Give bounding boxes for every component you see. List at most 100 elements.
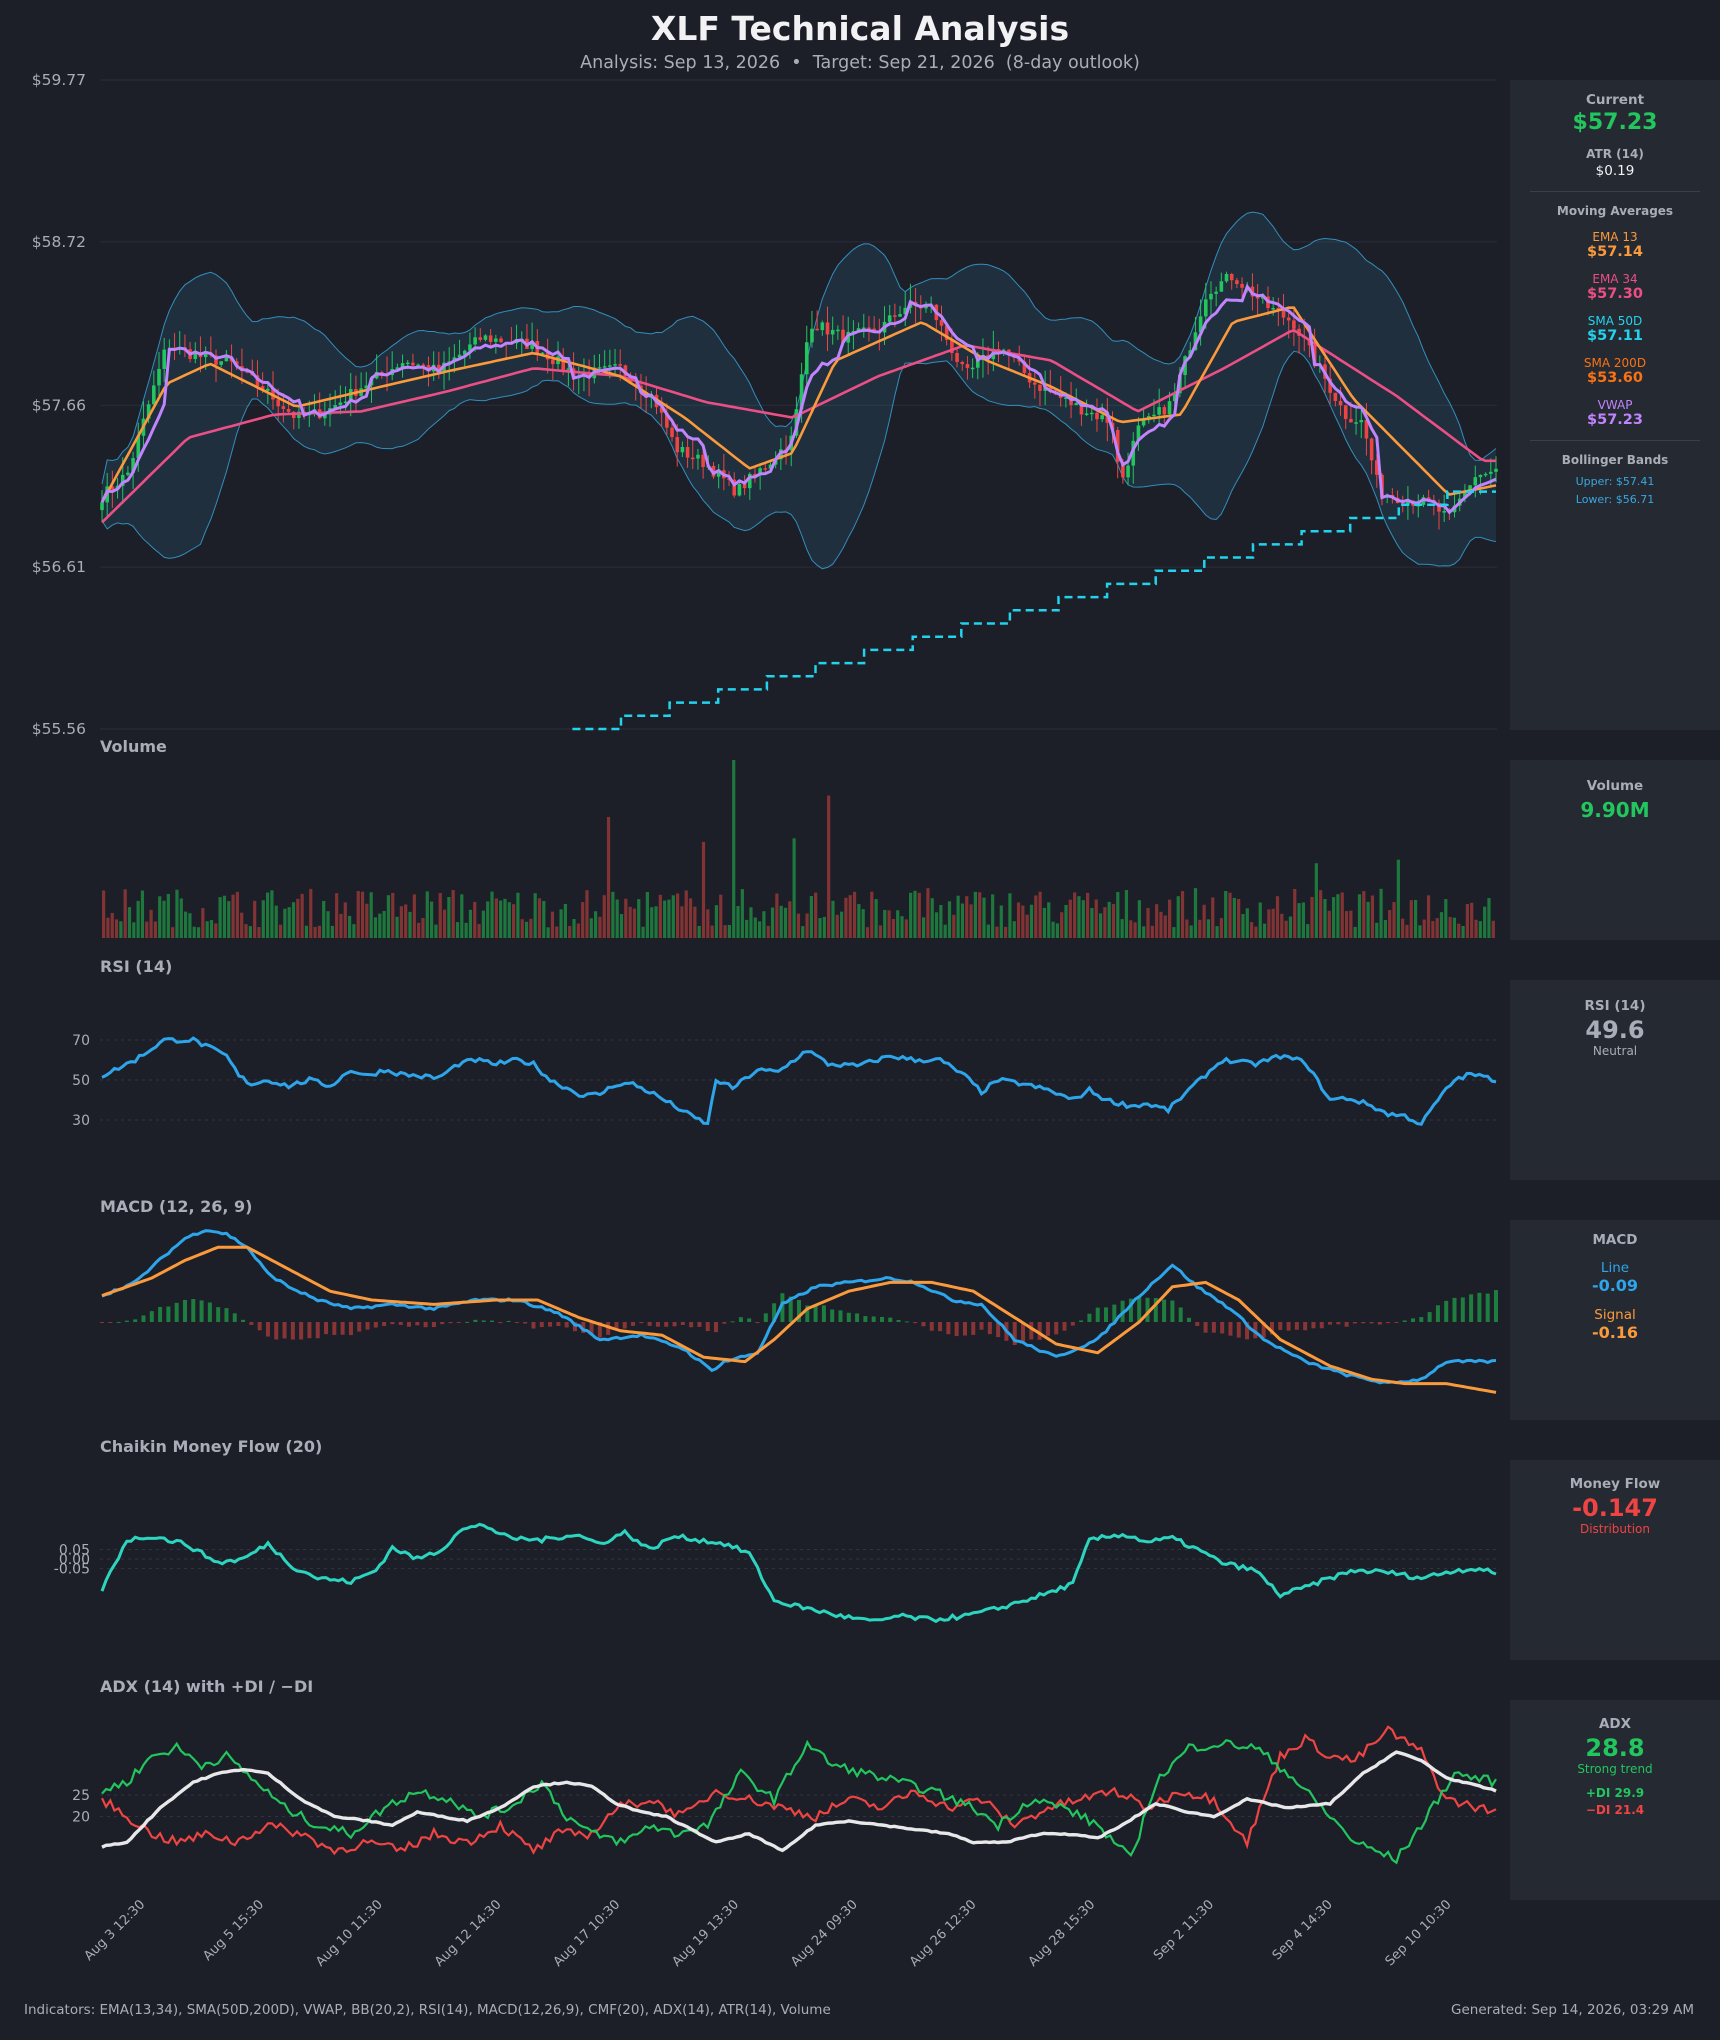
macd-histogram-bar	[879, 1316, 884, 1322]
macd-histogram-bar	[996, 1322, 1001, 1338]
volume-bar	[697, 925, 701, 938]
volume-bar	[589, 918, 593, 938]
candle-body	[566, 368, 571, 370]
volume-bar	[947, 901, 952, 938]
macd-histogram-bar	[830, 1309, 835, 1322]
macd-histogram-bar	[954, 1322, 959, 1337]
macd-histogram-bar	[1137, 1296, 1142, 1322]
ema13-label: EMA 13	[1592, 230, 1638, 244]
volume-bar	[801, 926, 805, 938]
x-tick-label: Aug 28 15:30	[1026, 1897, 1099, 1970]
volume-bar	[1319, 890, 1323, 938]
volume-bar	[632, 908, 637, 938]
candle-body	[146, 404, 151, 419]
volume-bar	[809, 896, 813, 938]
macd-histogram-bar	[407, 1322, 412, 1327]
volume-bar	[576, 923, 580, 938]
volume-bar	[896, 910, 900, 938]
candle-body	[1209, 293, 1213, 300]
volume-bar	[1340, 892, 1344, 938]
candle-body	[665, 412, 669, 428]
macd-histogram-bar	[232, 1313, 237, 1322]
volume-bar	[619, 914, 624, 938]
volume-bar	[1275, 896, 1280, 938]
volume-bar	[209, 920, 214, 938]
volume-bar	[1185, 919, 1189, 938]
volume-bar	[529, 918, 533, 938]
volume-bar	[719, 894, 723, 938]
volume-bar	[1111, 904, 1116, 938]
candle-body	[152, 385, 156, 405]
volume-bar	[317, 925, 321, 938]
candle-body	[1494, 468, 1498, 472]
candle-body	[193, 353, 198, 359]
volume-bar	[555, 926, 559, 938]
macd-histogram-bar	[1145, 1297, 1150, 1322]
macd-histogram-bar	[124, 1320, 129, 1322]
price-summary-panel: Current $57.23 ATR (14) $0.19 Moving Ave…	[1510, 80, 1720, 730]
candle-body	[1235, 280, 1239, 285]
candle-body	[758, 468, 762, 475]
volume-bar	[563, 903, 567, 938]
candle-body	[1214, 291, 1218, 294]
volume-bar	[766, 925, 770, 938]
candle-body	[120, 474, 125, 486]
volume-bar	[490, 891, 494, 938]
macd-section-title: MACD (12, 26, 9)	[100, 1197, 252, 1216]
volume-bar	[1124, 889, 1129, 938]
macd-histogram-bar	[431, 1322, 436, 1328]
volume-bar	[348, 915, 352, 938]
candle-body	[924, 305, 928, 309]
volume-bar	[1465, 904, 1469, 938]
candle-body	[1442, 511, 1446, 513]
volume-bar	[814, 892, 818, 938]
volume-bar	[792, 838, 796, 938]
volume-bar	[542, 901, 546, 938]
candle-body	[1089, 412, 1094, 415]
volume-bar	[1142, 926, 1146, 938]
vwap-value: $57.23	[1587, 412, 1643, 428]
candle-body	[1001, 349, 1006, 352]
x-tick-label: Aug 24 09:30	[788, 1897, 861, 1970]
candle-body	[623, 365, 628, 376]
volume-bar	[1375, 922, 1379, 938]
macd-histogram-bar	[904, 1321, 909, 1323]
volume-bar	[399, 906, 403, 938]
volume-bar	[844, 897, 848, 938]
macd-histogram-bar	[100, 1322, 104, 1323]
volume-bar	[270, 890, 274, 938]
volume-bar	[1168, 899, 1172, 938]
volume-bar	[460, 894, 464, 938]
macd-histogram-bar	[929, 1322, 934, 1331]
candle-body	[742, 484, 747, 489]
volume-bar	[835, 914, 839, 938]
volume-bar	[179, 898, 183, 938]
cmf-pane: Chaikin Money Flow (20) 0.050.00-0.05	[54, 1437, 1497, 1624]
volume-bar	[1012, 921, 1016, 938]
volume-bar	[373, 917, 378, 938]
volume-bar	[1362, 891, 1366, 938]
candle-body	[266, 388, 270, 391]
macd-histogram-bar	[332, 1322, 337, 1335]
volume-bar	[805, 913, 809, 938]
macd-histogram-bar	[415, 1322, 420, 1326]
volume-bar	[158, 896, 162, 938]
macd-histogram-bar	[1261, 1322, 1266, 1338]
sma200-label: SMA 200D	[1583, 356, 1647, 370]
macd-histogram-bar	[1104, 1307, 1109, 1322]
bollinger-header: Bollinger Bands	[1561, 453, 1669, 467]
candle-body	[276, 399, 280, 407]
candle-body	[1468, 485, 1472, 492]
candle-body	[1079, 403, 1084, 415]
volume-bar	[516, 892, 520, 938]
macd-histogram-bar	[722, 1322, 727, 1324]
volume-bar	[878, 925, 883, 938]
volume-bar	[196, 927, 201, 938]
volume-bar	[1461, 925, 1465, 938]
macd-histogram-bar	[1195, 1322, 1200, 1326]
volume-bar	[943, 924, 947, 938]
volume-label: Volume	[1586, 778, 1644, 794]
macd-histogram-bar	[481, 1320, 486, 1322]
macd-histogram-bar	[962, 1322, 967, 1336]
candle-body	[939, 320, 944, 326]
